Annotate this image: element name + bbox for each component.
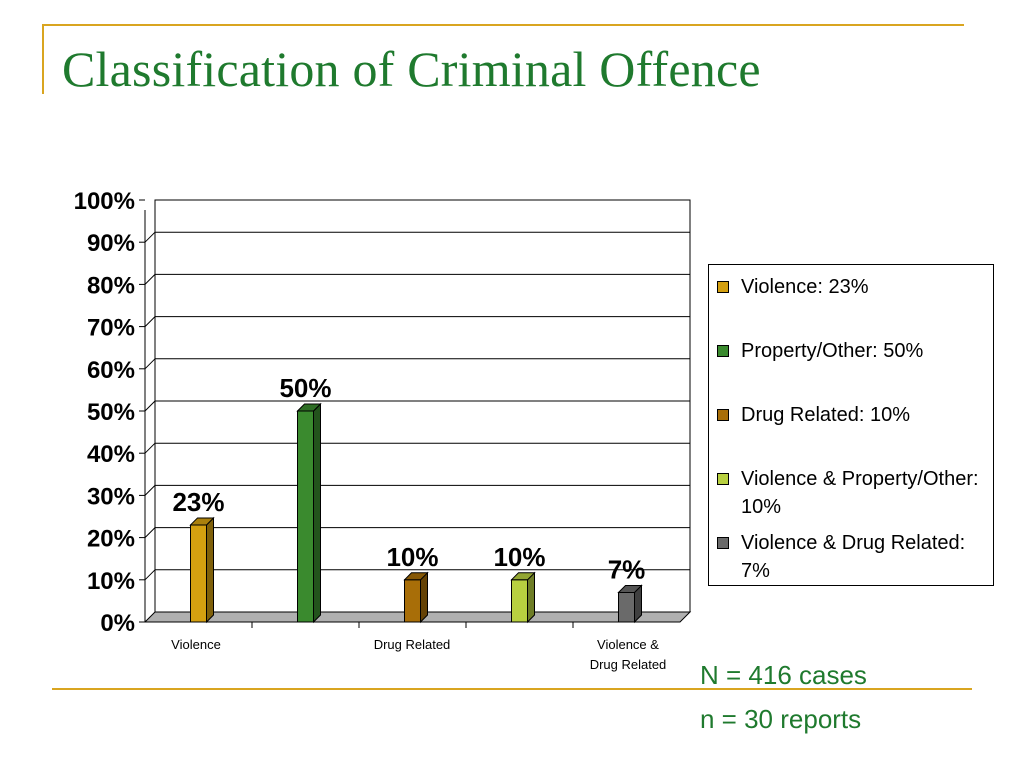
bar-top	[189, 517, 215, 526]
bar-top	[296, 403, 322, 412]
y-tick-label: 40%	[87, 441, 135, 468]
gridline-side	[144, 274, 156, 285]
bar-side	[527, 571, 535, 624]
bar	[511, 579, 528, 623]
y-tick-label: 20%	[87, 526, 135, 553]
data-label: 50%	[279, 373, 331, 403]
bar-side	[313, 402, 321, 624]
gridline-side	[144, 231, 156, 243]
legend-swatch	[717, 473, 729, 485]
y-tick-label: 90%	[87, 230, 135, 257]
y-tick-label: 70%	[87, 315, 135, 342]
data-label: 7%	[608, 554, 646, 584]
gridline-side	[144, 442, 156, 454]
slide-frame-top	[44, 24, 964, 26]
bar-top	[403, 572, 429, 581]
slide-title: Classification of Criminal Offence	[62, 41, 761, 97]
data-label: 10%	[493, 542, 545, 572]
legend-label: Property/Other: 50%	[741, 340, 924, 362]
legend-swatch	[717, 537, 729, 549]
y-tick-label: 10%	[87, 568, 135, 595]
bar	[297, 410, 314, 623]
y-tick-label: 80%	[87, 272, 135, 299]
legend-label: Violence & Property/Other: 10%	[741, 468, 979, 518]
y-tick-label: 60%	[87, 357, 135, 384]
legend-swatch	[717, 345, 729, 357]
legend-swatch	[717, 409, 729, 421]
plot-area	[154, 199, 691, 613]
bar-side	[420, 571, 428, 624]
sample-size-cases: N = 416 cases	[700, 660, 867, 690]
x-tick-label: Violence	[171, 637, 221, 652]
gridline-side	[144, 358, 156, 370]
gridline-side	[144, 527, 156, 538]
data-label: 10%	[386, 542, 438, 572]
y-tick-label: 30%	[87, 483, 135, 510]
slide-frame-left	[42, 24, 44, 94]
gridline-side	[144, 485, 156, 496]
y-tick-label: 0%	[100, 610, 135, 637]
bar-top	[617, 584, 643, 593]
y-tick-label: 100%	[74, 188, 135, 215]
x-tick-label: Violence & Drug Related	[590, 637, 667, 672]
bar-side	[206, 516, 214, 624]
legend-label: Drug Related: 10%	[741, 404, 910, 426]
gridline-side	[144, 316, 156, 327]
bar-top	[510, 572, 536, 581]
legend-label: Violence: 23%	[741, 276, 869, 298]
data-label: 23%	[172, 487, 224, 517]
legend-label: Violence & Drug Related: 7%	[741, 532, 966, 582]
gridline-side	[144, 569, 156, 581]
y-tick-label: 50%	[87, 399, 135, 426]
slide-divider	[52, 688, 972, 690]
gridline-side	[144, 400, 156, 412]
bar	[190, 524, 207, 623]
bar	[618, 591, 635, 623]
bar	[404, 579, 421, 623]
sample-size-reports: n = 30 reports	[700, 704, 862, 734]
chart-legend: Violence: 23% Property/Other: 50% Drug R…	[708, 264, 994, 586]
legend-swatch	[717, 281, 729, 293]
x-tick-label: Drug Related	[374, 637, 451, 652]
